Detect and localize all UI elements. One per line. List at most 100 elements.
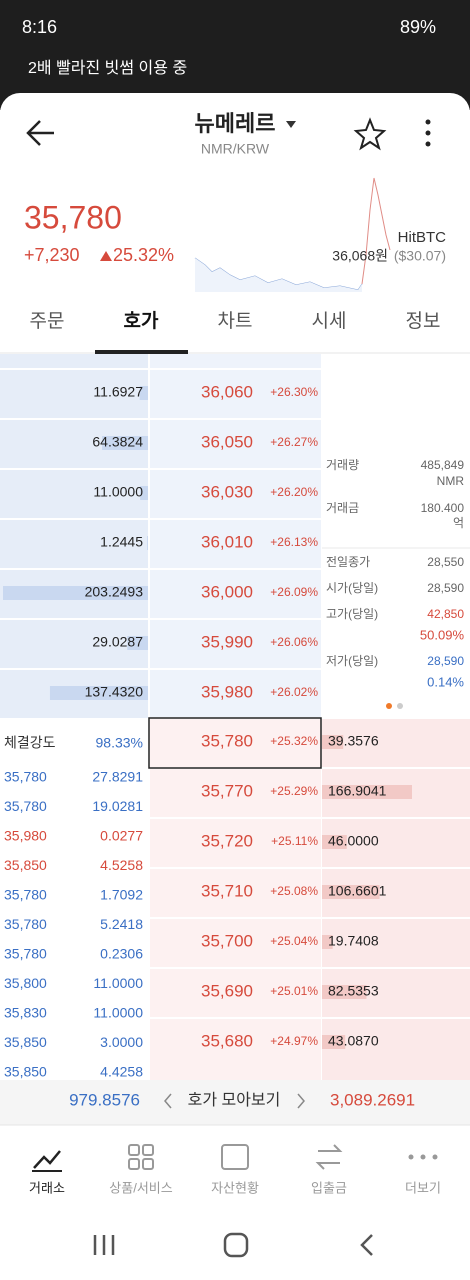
trade-price: 35,850 bbox=[4, 857, 47, 873]
bid-pct: +24.97% bbox=[270, 1034, 318, 1048]
bid-qty: 82.5353 bbox=[328, 983, 379, 999]
mini-chart-area bbox=[195, 258, 362, 292]
info-pct: 0.14% bbox=[427, 674, 464, 689]
tab[interactable]: 차트 bbox=[218, 310, 253, 332]
trade-qty: 19.0281 bbox=[92, 798, 143, 814]
bid-qty: 166.9041 bbox=[328, 783, 387, 799]
ask-pct: +26.13% bbox=[270, 535, 318, 549]
system-nav bbox=[0, 1210, 470, 1280]
home-button[interactable] bbox=[223, 1232, 249, 1258]
nav-label[interactable]: 상품/서비스 bbox=[109, 1180, 172, 1195]
nav-label[interactable]: 입출금 bbox=[311, 1180, 347, 1195]
nav-label[interactable]: 자산현황 bbox=[211, 1180, 259, 1195]
bid-pct: +25.01% bbox=[270, 984, 318, 998]
trade-price: 35,830 bbox=[4, 1005, 47, 1021]
group-button[interactable]: 호가 모아보기 bbox=[188, 1091, 281, 1109]
strength-value: 98.33% bbox=[96, 735, 143, 751]
bid-price-bg bbox=[150, 718, 321, 1080]
ask-pct: +26.09% bbox=[270, 585, 318, 599]
nav-label[interactable]: 더보기 bbox=[405, 1180, 441, 1195]
info-pct: 50.09% bbox=[420, 627, 465, 642]
current-price: 35,780 bbox=[24, 199, 122, 235]
bid-price: 35,720 bbox=[201, 831, 253, 850]
info-label: 거래량 bbox=[326, 458, 359, 472]
bid-qty: 46.0000 bbox=[328, 833, 379, 849]
ask-pct: +26.02% bbox=[270, 685, 318, 699]
bid-qty: 106.6601 bbox=[328, 883, 387, 899]
back-button[interactable] bbox=[26, 120, 54, 146]
bid-total: 3,089.2691 bbox=[330, 1090, 415, 1109]
trade-qty: 3.0000 bbox=[100, 1034, 143, 1050]
trade-price: 35,850 bbox=[4, 1064, 47, 1080]
notice-text: 2배 빨라진 빗썸 이용 중 bbox=[28, 59, 187, 77]
depth-bar bbox=[322, 835, 347, 849]
nav-label[interactable]: 거래소 bbox=[29, 1180, 65, 1195]
prev-button[interactable] bbox=[164, 1093, 172, 1109]
strength-label: 체결강도 bbox=[4, 735, 56, 751]
favorite-button[interactable] bbox=[353, 117, 387, 151]
info-label: 시가(당일) bbox=[326, 581, 378, 595]
exchange-name: HitBTC bbox=[398, 229, 447, 246]
info-label: 전일종가 bbox=[326, 555, 370, 569]
dropdown-icon[interactable] bbox=[286, 121, 296, 128]
nav-icon[interactable] bbox=[315, 1144, 343, 1170]
depth-bar bbox=[127, 636, 148, 650]
trade-qty: 11.0000 bbox=[93, 975, 143, 991]
tab[interactable]: 정보 bbox=[406, 310, 441, 332]
info-label: 고가(당일) bbox=[326, 607, 378, 621]
nav-icon[interactable] bbox=[33, 1150, 61, 1169]
back-system-button[interactable] bbox=[360, 1234, 373, 1256]
tab[interactable]: 시세 bbox=[312, 310, 347, 332]
depth-bar bbox=[102, 436, 148, 450]
depth-bar bbox=[147, 536, 148, 550]
info-value: 180.400 bbox=[421, 501, 465, 515]
info-unit: 억 bbox=[453, 516, 464, 530]
bid-price: 35,700 bbox=[201, 931, 253, 950]
depth-bar bbox=[322, 985, 367, 999]
nav-icon[interactable] bbox=[221, 1144, 249, 1170]
trade-price: 35,780 bbox=[4, 916, 47, 932]
trade-price: 35,780 bbox=[4, 798, 47, 814]
depth-bar bbox=[139, 386, 148, 400]
info-unit: NMR bbox=[437, 474, 465, 488]
depth-bar bbox=[49, 686, 148, 700]
bid-qty: 43.0870 bbox=[328, 1033, 379, 1049]
bid-pct: +25.04% bbox=[270, 934, 318, 948]
more-button[interactable] bbox=[425, 119, 431, 147]
bid-price: 35,780 bbox=[201, 731, 253, 750]
bid-pct: +25.08% bbox=[270, 884, 318, 898]
page-dot[interactable] bbox=[386, 703, 392, 709]
info-value: 28,550 bbox=[427, 555, 464, 569]
info-value: 485,849 bbox=[421, 458, 465, 472]
tab[interactable]: 호가 bbox=[124, 310, 159, 332]
ask-price: 36,050 bbox=[201, 432, 253, 451]
trade-qty: 27.8291 bbox=[92, 769, 143, 785]
ask-price-bg bbox=[150, 354, 321, 718]
mini-chart-line bbox=[361, 177, 391, 285]
nav-icon[interactable] bbox=[408, 1154, 438, 1160]
recent-apps-button[interactable] bbox=[93, 1235, 115, 1255]
bid-price: 35,770 bbox=[201, 781, 253, 800]
info-label: 거래금 bbox=[326, 501, 359, 515]
next-button[interactable] bbox=[297, 1093, 305, 1109]
depth-bar bbox=[322, 885, 380, 899]
tab[interactable]: 주문 bbox=[30, 311, 65, 332]
bid-pct: +25.11% bbox=[271, 834, 318, 848]
ask-price: 36,060 bbox=[201, 382, 253, 401]
ref-price: 36,068원 bbox=[332, 248, 388, 264]
current-price-box bbox=[148, 717, 322, 769]
status-time: 8:16 bbox=[22, 17, 57, 37]
info-label: 저가(당일) bbox=[326, 654, 378, 668]
ask-price: 36,000 bbox=[201, 582, 253, 601]
bid-pct: +25.29% bbox=[270, 784, 318, 798]
page-dot[interactable] bbox=[397, 703, 403, 709]
depth-bar bbox=[140, 486, 148, 500]
ask-qty: 29.0287 bbox=[92, 634, 143, 650]
nav-icon[interactable] bbox=[128, 1144, 154, 1170]
ask-price: 36,010 bbox=[201, 532, 253, 551]
ask-qty-bg bbox=[0, 354, 148, 718]
bid-qty: 39.3576 bbox=[328, 733, 379, 749]
depth-bar bbox=[322, 785, 412, 799]
trade-price: 35,780 bbox=[4, 946, 47, 962]
